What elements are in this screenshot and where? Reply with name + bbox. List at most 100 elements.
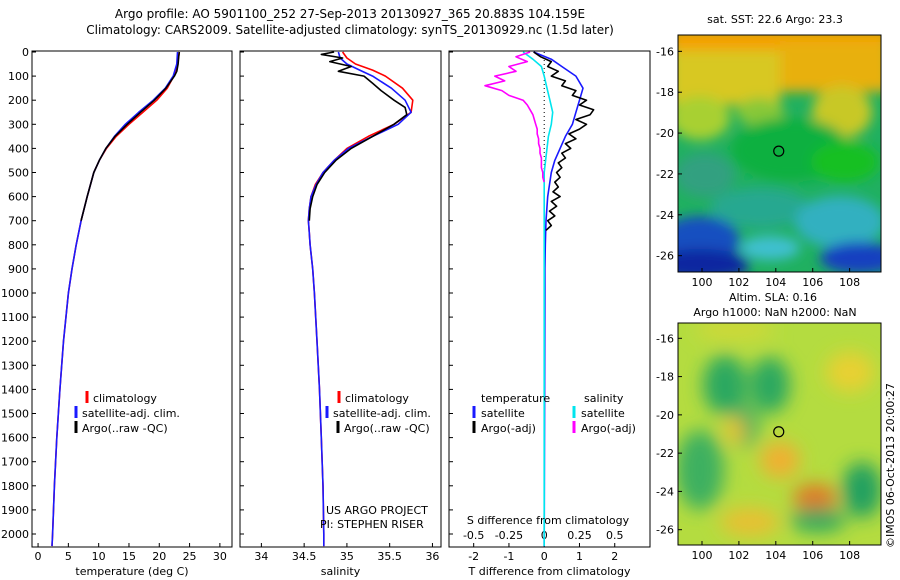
y-tick-label: -26 [656, 524, 674, 537]
x-tick-label: 15 [122, 550, 136, 563]
sla-heatmap [678, 323, 881, 545]
y-tick-label: -22 [656, 447, 674, 460]
y-tick-label: -20 [656, 409, 674, 422]
y-tick-label: 500 [8, 167, 29, 180]
legend-label-climatology: climatology [345, 392, 409, 405]
series-line-argo-adj- [484, 51, 545, 183]
x-axis-label: T difference from climatology [468, 565, 631, 578]
legend-label-satellite: satellite-adj. clim. [82, 407, 180, 420]
series-line-argo-adj- [533, 51, 595, 231]
sst-map: sat. SST: 22.6 Argo: 23.3 [656, 13, 882, 289]
sst-heatmap [678, 35, 881, 272]
x-tick-label: 34 [254, 550, 268, 563]
x-tick-label: 30 [213, 550, 227, 563]
temperature-profile-axes: 0 5 10 15 20 25 30 temperature (deg C) 0 100 200 30… [1, 46, 233, 578]
legend-label-climatology: climatology [93, 392, 157, 405]
y-tick-label: 1700 [1, 456, 29, 469]
y-tick-label: -18 [656, 86, 674, 99]
legend-label-satellite: satellite-adj. clim. [333, 407, 431, 420]
y-tick-label: 0 [22, 46, 29, 59]
project-annotation: US ARGO PROJECT [326, 504, 428, 517]
x-tick-label: 35.5 [377, 550, 402, 563]
y-tick-label: 1400 [1, 383, 29, 396]
argo-float-marker [773, 145, 785, 157]
x-tick-label: 34.5 [292, 550, 317, 563]
sla-map: Altim. SLA: 0.16 Argo h1000: NaN h2000: … [656, 291, 882, 562]
sst-map-frame [677, 34, 882, 273]
y-tick-label: -24 [656, 485, 674, 498]
y-tick-label: 200 [8, 94, 29, 107]
y-tick-label: 100 [8, 70, 29, 83]
sla-map-title-2: Argo h1000: NaN h2000: NaN [693, 306, 856, 319]
legend-title-temperature: temperature [481, 392, 550, 405]
y-tick-label: 600 [8, 191, 29, 204]
series-line-climatology [307, 51, 414, 547]
x-tick-label: -1 [503, 550, 514, 563]
sla-map-title-1: Altim. SLA: 0.16 [729, 291, 817, 304]
x-tick-label: 2 [611, 550, 618, 563]
x-tick-label: 10 [92, 550, 106, 563]
y-tick-label: 700 [8, 215, 29, 228]
series-line-satellite [533, 51, 584, 547]
s-difference-label: S difference from climatology [467, 514, 630, 527]
y-tick-label: 1900 [1, 504, 29, 517]
x-tick-label: 102 [728, 276, 749, 289]
series-line-argo-raw-qc- [308, 51, 408, 221]
x-tick-label: 25 [183, 550, 197, 563]
axes-frame [239, 50, 442, 548]
x-tick-label: 102 [728, 549, 749, 562]
title-line-2: Climatology: CARS2009. Satellite-adjuste… [86, 23, 614, 37]
y-tick-label: -24 [656, 209, 674, 222]
difference-profile-axes: -2 -1 0 1 2 T difference from climatology -0.5… [448, 50, 651, 578]
y-tick-label: 1200 [1, 335, 29, 348]
y-tick-label: 1100 [1, 311, 29, 324]
axes-frame [31, 50, 233, 548]
series-line-satellite [522, 51, 554, 547]
title-line-1: Argo profile: AO 5901100_252 27-Sep-2013… [115, 7, 585, 21]
x-tick-label: 100 [691, 549, 712, 562]
y-tick-label: -16 [656, 45, 674, 58]
series-line-satellite-adj-clim- [307, 51, 412, 547]
sla-map-frame [677, 322, 882, 546]
y-tick-label: -16 [656, 332, 674, 345]
y-tick-label: 2000 [1, 528, 29, 541]
pi-annotation: PI: STEPHEN RISER [320, 518, 424, 531]
x-axis-label: temperature (deg C) [75, 565, 188, 578]
x-tick-label: 35 [340, 550, 354, 563]
legend-label-argo: Argo(..raw -QC) [82, 422, 168, 435]
s-tick-label: -0.5 [463, 529, 484, 542]
argo-float-marker [773, 426, 785, 438]
legend-title-salinity: salinity [584, 392, 624, 405]
x-tick-label: 104 [765, 549, 786, 562]
s-tick-label: 0.25 [567, 529, 592, 542]
x-tick-label: 106 [802, 549, 823, 562]
salinity-legend: climatology satellite-adj. clim. Argo(..… [320, 391, 431, 531]
imos-credit: ©IMOS 06-Oct-2013 20:00:27 [884, 383, 897, 548]
y-tick-label: 1300 [1, 359, 29, 372]
series-line-argo-raw-qc- [80, 51, 181, 221]
y-tick-label: 800 [8, 239, 29, 252]
x-tick-label: 108 [839, 549, 860, 562]
y-tick-label: -26 [656, 250, 674, 263]
s-tick-label: 0.5 [606, 529, 624, 542]
legend-label-sal-argo: Argo(-adj) [581, 422, 636, 435]
y-tick-label: 1000 [1, 287, 29, 300]
y-tick-label: 1500 [1, 408, 29, 421]
x-tick-label: 20 [152, 550, 166, 563]
x-axis-label: salinity [321, 565, 361, 578]
x-tick-label: 104 [765, 276, 786, 289]
y-tick-label: -22 [656, 168, 674, 181]
s-tick-label: -0.25 [495, 529, 523, 542]
axes-frame [448, 50, 651, 548]
legend-label-temp-argo: Argo(-adj) [481, 422, 536, 435]
temperature-legend: climatology satellite-adj. clim. Argo(..… [74, 391, 180, 435]
difference-legend: temperature salinity satellite Argo(-adj… [467, 392, 636, 527]
salinity-profile-axes: 34 34.5 35 35.5 36 salinity [239, 50, 442, 578]
series-line-satellite-adj-clim- [51, 51, 179, 547]
sst-map-ticks: 100 102 104 106 108 -16 -18 -20 -22 -24 -26 [656, 45, 860, 289]
legend-label-argo: Argo(..raw -QC) [344, 422, 430, 435]
y-tick-label: 300 [8, 118, 29, 131]
y-tick-label: 900 [8, 263, 29, 276]
legend-label-temp-satellite: satellite [481, 407, 525, 420]
